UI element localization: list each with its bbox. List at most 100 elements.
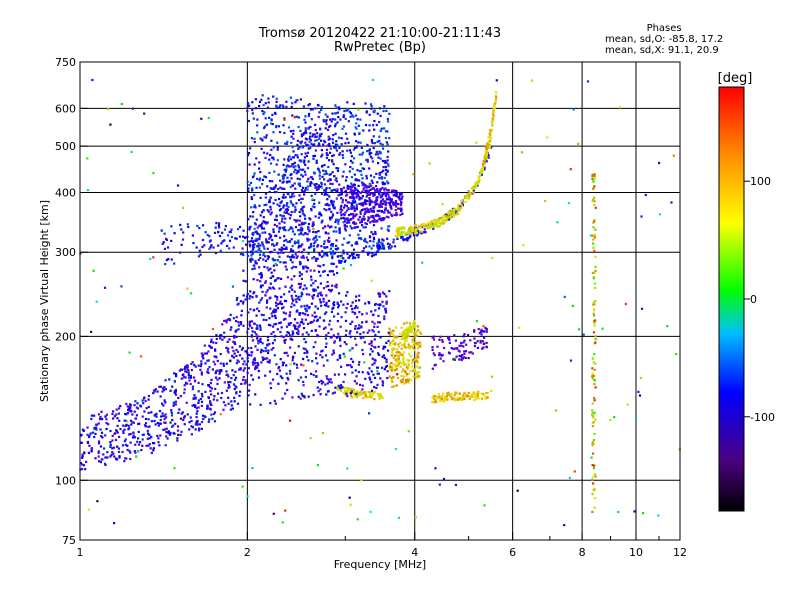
- data-point: [400, 337, 403, 340]
- data-point: [291, 184, 294, 187]
- data-point: [414, 230, 418, 233]
- data-point: [272, 146, 275, 149]
- data-point: [376, 369, 379, 373]
- data-point: [365, 177, 368, 180]
- data-point: [294, 187, 297, 190]
- data-point: [351, 371, 354, 374]
- data-point: [349, 112, 353, 115]
- data-point: [490, 120, 494, 123]
- data-point: [444, 213, 447, 216]
- data-point: [240, 314, 243, 317]
- data-point: [324, 354, 328, 357]
- data-point: [291, 302, 294, 305]
- data-point: [312, 294, 315, 297]
- data-point: [291, 163, 294, 166]
- data-point: [355, 195, 358, 198]
- data-point: [290, 294, 293, 297]
- data-point: [335, 106, 338, 109]
- data-point: [593, 411, 596, 414]
- data-point: [467, 391, 470, 395]
- data-point: [258, 177, 262, 180]
- data-point: [154, 388, 157, 391]
- data-point: [338, 355, 341, 358]
- data-point: [256, 335, 259, 338]
- data-point: [568, 476, 571, 480]
- data-point: [247, 190, 250, 193]
- data-point: [374, 333, 377, 337]
- data-point: [167, 258, 170, 261]
- data-point: [516, 489, 519, 492]
- data-point: [308, 217, 311, 220]
- data-point: [380, 177, 383, 180]
- data-point: [349, 335, 352, 338]
- data-point: [195, 407, 198, 410]
- data-point: [464, 195, 468, 198]
- data-point: [239, 323, 242, 326]
- data-point: [328, 195, 331, 198]
- data-point: [274, 262, 277, 265]
- data-point: [442, 214, 445, 217]
- data-point: [278, 366, 281, 369]
- data-point: [237, 328, 240, 331]
- data-point: [370, 389, 374, 392]
- data-point: [364, 240, 367, 243]
- data-point: [290, 248, 293, 251]
- data-point: [368, 124, 371, 127]
- phases-o-stats: mean, sd,O: -85.8, 17.2: [605, 34, 724, 45]
- data-point: [375, 185, 378, 188]
- data-point: [293, 210, 296, 213]
- data-point: [124, 412, 127, 416]
- data-point: [211, 417, 214, 420]
- data-point: [250, 137, 253, 140]
- data-point: [331, 154, 334, 158]
- data-point: [569, 359, 573, 362]
- data-point: [318, 298, 321, 301]
- data-point: [197, 381, 200, 384]
- data-point: [372, 224, 376, 227]
- data-point: [195, 412, 198, 415]
- data-point: [438, 354, 441, 357]
- data-point: [223, 319, 226, 322]
- data-point: [326, 382, 329, 385]
- data-point: [148, 433, 151, 436]
- data-point: [442, 222, 445, 225]
- data-point: [404, 346, 408, 349]
- data-point: [309, 181, 312, 184]
- data-point: [346, 291, 349, 294]
- data-point: [357, 184, 360, 187]
- data-point: [182, 206, 185, 209]
- data-point: [321, 219, 324, 222]
- data-point: [236, 350, 240, 353]
- data-point: [493, 105, 496, 108]
- data-point: [320, 245, 323, 248]
- data-point: [234, 370, 237, 373]
- data-point: [123, 460, 126, 463]
- data-point: [282, 177, 285, 180]
- data-point: [296, 328, 299, 331]
- data-point: [339, 211, 342, 214]
- data-point: [593, 379, 596, 382]
- data-point: [250, 320, 253, 323]
- data-point: [393, 354, 397, 357]
- data-point: [283, 187, 286, 190]
- data-point: [386, 130, 389, 133]
- data-point: [261, 231, 264, 234]
- data-point: [112, 446, 116, 449]
- data-point: [304, 131, 307, 134]
- data-point: [274, 314, 277, 317]
- data-point: [208, 344, 211, 347]
- data-point: [162, 241, 165, 244]
- data-point: [347, 219, 350, 222]
- data-point: [164, 413, 167, 416]
- data-point: [257, 376, 260, 379]
- data-point: [454, 483, 457, 487]
- data-point: [278, 197, 281, 201]
- data-point: [400, 343, 404, 347]
- data-point: [355, 382, 358, 385]
- data-point: [430, 222, 433, 226]
- data-point: [278, 222, 281, 225]
- data-point: [186, 413, 189, 416]
- data-point: [258, 224, 261, 227]
- data-point: [351, 254, 354, 257]
- data-point: [256, 131, 259, 134]
